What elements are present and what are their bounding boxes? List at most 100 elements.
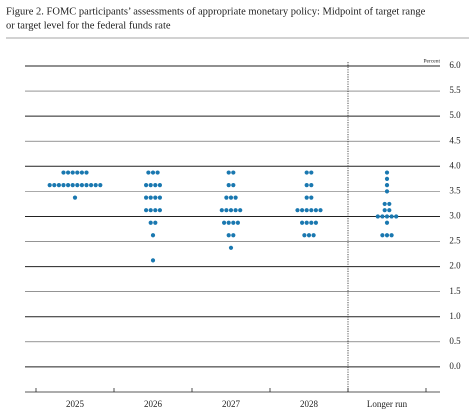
dot [144,208,149,213]
y-tick-label: 4.0 [449,160,461,170]
dot [384,233,390,238]
dot [150,233,156,238]
dot [233,195,238,200]
y-tick-label: 6.0 [449,60,461,70]
dot [309,208,314,213]
y-tick-label: 5.5 [449,85,461,95]
x-tick-label: 2026 [144,399,163,409]
dot [233,208,238,213]
chart-title: Figure 2. FOMC participants’ assessments… [6,6,426,17]
dot [231,183,236,188]
dot [311,233,316,238]
dot [387,201,392,207]
dot [309,183,314,188]
dot [295,208,300,213]
dot [155,170,160,175]
dot [157,183,162,188]
y-tick-label: 0.0 [449,361,461,371]
dot [226,233,231,238]
dot [313,208,318,213]
dot [226,220,231,225]
x-tick-label: Longer run [367,399,408,409]
dot [66,170,71,175]
dot [306,233,312,238]
dot [384,183,390,188]
dot [222,220,227,225]
dot [380,214,385,219]
dot [238,208,243,213]
dot [235,220,240,225]
dot [300,208,305,213]
dot [148,195,153,200]
dot [231,170,236,175]
dot [150,258,156,263]
dot [302,233,307,238]
dot [387,208,392,213]
dot [224,195,229,200]
chart-title: or target level for the federal funds ra… [6,20,171,31]
dot [384,220,390,225]
dot [309,220,314,225]
dot [304,183,309,188]
dot [304,195,309,200]
dot [226,183,231,188]
x-tick-label: 2025 [66,399,85,409]
dot [148,183,153,188]
dot [300,220,305,225]
y-tick-label: 4.5 [449,135,461,145]
dot [318,208,323,213]
dot [384,176,390,181]
dot [375,214,380,219]
dot [56,183,62,188]
y-tick-label: 0.5 [449,336,461,346]
dot [89,183,94,188]
dot [84,183,89,188]
dot [309,195,314,200]
dot [228,208,234,213]
dot [380,233,385,238]
x-tick-label: 2027 [222,399,241,409]
dot [153,220,158,225]
dot [148,208,153,213]
y-tick-label: 5.0 [449,110,461,120]
dot [224,208,229,213]
dot [144,183,149,188]
dot [72,195,78,200]
dot [61,170,66,175]
dot [153,195,158,200]
dot [75,170,80,175]
dot [79,170,84,175]
dot [153,183,158,188]
y-axis-label: Percent [424,58,441,64]
dot [75,183,80,188]
dot [313,220,318,225]
dot [389,233,394,238]
dot [226,170,231,175]
dot [309,170,314,175]
y-tick-label: 3.0 [449,211,461,221]
dot [384,170,390,175]
dot [394,214,399,219]
dot [144,195,149,200]
dot [157,195,162,200]
dot [231,220,236,225]
y-tick-label: 3.5 [449,185,461,195]
dot [61,183,66,188]
dot [47,183,52,188]
dot [384,214,390,219]
dot [79,183,84,188]
y-tick-label: 1.5 [449,286,461,296]
dot [157,208,162,213]
dot [304,220,309,225]
y-tick-label: 2.0 [449,261,461,271]
dot [228,195,234,200]
y-tick-label: 1.0 [449,311,461,321]
dot [93,183,98,188]
dot [70,183,75,188]
dot [389,214,394,219]
dot [150,170,156,175]
dot [384,189,390,194]
dot [228,245,234,250]
